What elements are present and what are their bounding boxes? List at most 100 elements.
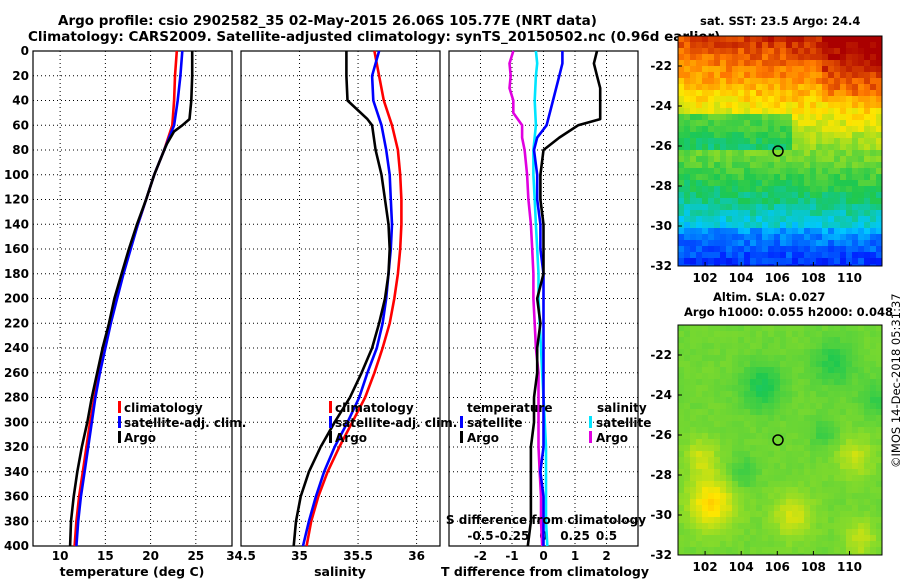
map-cell xyxy=(810,385,817,392)
map-cell xyxy=(678,132,685,139)
map-cell xyxy=(798,433,805,440)
map-cell xyxy=(732,60,739,67)
map-cell xyxy=(690,457,697,464)
map-cell xyxy=(798,511,805,518)
map-cell xyxy=(864,234,871,241)
map-cell xyxy=(834,469,841,476)
map-cell xyxy=(846,36,853,43)
map-cell xyxy=(846,240,853,247)
map-cell xyxy=(702,156,709,163)
map-cell xyxy=(786,96,793,103)
map-cell xyxy=(696,174,703,181)
map-cell xyxy=(786,547,793,554)
map-cell xyxy=(840,198,847,205)
map-cell xyxy=(750,78,757,85)
map-cell xyxy=(696,541,703,548)
map-cell xyxy=(822,258,829,265)
map-cell xyxy=(852,475,859,482)
map-cell xyxy=(696,397,703,404)
map-cell xyxy=(828,463,835,470)
map-cell xyxy=(756,517,763,524)
map-cell xyxy=(756,252,763,259)
map-cell xyxy=(858,84,865,91)
map-cell xyxy=(810,138,817,145)
map-cell xyxy=(858,373,865,380)
map-cell xyxy=(858,481,865,488)
legend-header-temperature: temperature xyxy=(467,401,552,415)
map-cell xyxy=(852,60,859,67)
map-cell xyxy=(684,367,691,374)
map-cell xyxy=(780,463,787,470)
map-cell xyxy=(744,192,751,199)
map-cell xyxy=(804,379,811,386)
map-cell xyxy=(684,54,691,61)
map-cell xyxy=(786,415,793,422)
map-cell xyxy=(720,66,727,73)
map-cell xyxy=(714,517,721,524)
map-cell xyxy=(816,445,823,452)
map-cell xyxy=(816,234,823,241)
map-cell xyxy=(702,168,709,175)
map-cell xyxy=(678,126,685,133)
map-cell xyxy=(828,445,835,452)
map-cell xyxy=(828,331,835,338)
map-cell xyxy=(708,234,715,241)
map-cell xyxy=(726,126,733,133)
map-cell xyxy=(726,36,733,43)
map-cell xyxy=(840,415,847,422)
map-cell xyxy=(720,144,727,151)
map-cell xyxy=(690,264,697,266)
map-cell xyxy=(852,102,859,109)
map-cell xyxy=(702,535,709,542)
map-cell xyxy=(804,385,811,392)
map-cell xyxy=(738,409,745,416)
map-cell xyxy=(696,355,703,362)
map-cell xyxy=(816,138,823,145)
map-cell xyxy=(744,252,751,259)
map-cell xyxy=(744,349,751,356)
map-cell xyxy=(846,108,853,115)
map-cell xyxy=(726,96,733,103)
map-cell xyxy=(864,469,871,476)
map-cell xyxy=(756,493,763,500)
map-cell xyxy=(696,66,703,73)
map-cell xyxy=(762,66,769,73)
map-cell xyxy=(690,174,697,181)
map-cell xyxy=(732,337,739,344)
map-cell xyxy=(702,42,709,49)
salinity-xlabel: salinity xyxy=(314,564,366,579)
map-cell xyxy=(810,409,817,416)
map-cell xyxy=(768,379,775,386)
map-cell xyxy=(720,138,727,145)
map-cell xyxy=(858,391,865,398)
map-cell xyxy=(774,373,781,380)
map-cell xyxy=(726,144,733,151)
map-cell xyxy=(864,246,871,253)
map-cell xyxy=(726,475,733,482)
map-cell xyxy=(870,373,877,380)
map-cell xyxy=(744,517,751,524)
map-cell xyxy=(840,475,847,482)
map-cell xyxy=(702,385,709,392)
map-cell xyxy=(804,132,811,139)
map-cell xyxy=(834,234,841,241)
map-cell xyxy=(744,523,751,530)
map-cell xyxy=(816,439,823,446)
map-cell xyxy=(828,469,835,476)
map-cell xyxy=(798,451,805,458)
map-cell xyxy=(738,108,745,115)
map-cell xyxy=(732,355,739,362)
map-cell xyxy=(726,174,733,181)
map-cell xyxy=(750,385,757,392)
map-cell xyxy=(678,114,685,121)
map-cell xyxy=(756,373,763,380)
map-cell xyxy=(798,168,805,175)
map-cell xyxy=(714,246,721,253)
map-cell xyxy=(738,72,745,79)
map-cell xyxy=(852,132,859,139)
map-cell xyxy=(804,180,811,187)
map-cell xyxy=(816,228,823,235)
map-cell xyxy=(684,102,691,109)
legend-swatch-climatology xyxy=(329,401,332,413)
sla-map: 102 104 106 108 110-22-24-26-28-30-32 xyxy=(650,324,883,574)
